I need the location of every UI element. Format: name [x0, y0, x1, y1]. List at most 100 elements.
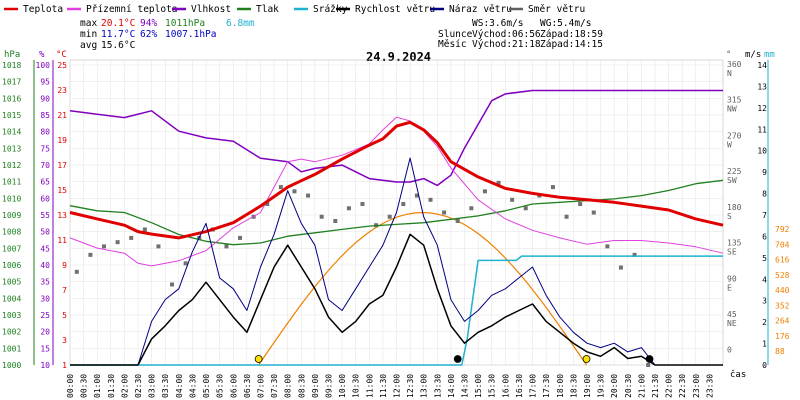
dir-name-tick: NE [727, 319, 737, 328]
stats-sunset: Západ:18:59 [540, 29, 603, 40]
c-tick: 21 [57, 111, 67, 120]
dir-name-tick: E [727, 283, 732, 292]
stats-moonrise: Východ:21:18 [472, 39, 541, 50]
chart-title: 24.9.2024 [366, 50, 431, 64]
c-tick: 17 [57, 161, 67, 170]
dir-deg-tick: 360 [727, 60, 742, 69]
temperature-line [69, 120, 724, 240]
stats-min-press: 1007.1hPa [165, 29, 216, 40]
wind-direction-point [265, 202, 270, 207]
time-tick: 05:00 [202, 374, 211, 398]
wind-direction-point [142, 227, 147, 232]
sunrise-marker [254, 355, 263, 363]
ms-tick: 6 [762, 232, 767, 241]
x-axis-label: čas [730, 369, 746, 380]
radiation-tick: 792 [775, 225, 790, 234]
wind-direction-point [401, 202, 406, 207]
ms-tick: 8 [762, 190, 767, 199]
legend-item: Teplota [23, 4, 63, 15]
hpa-tick: 1000 [2, 361, 21, 370]
time-tick: 04:00 [175, 374, 184, 398]
time-tick: 02:30 [134, 374, 143, 398]
ms-tick: 2 [762, 318, 767, 327]
pct-tick: 95 [40, 78, 50, 87]
pct-tick: 20 [40, 328, 50, 337]
unit-hpa: hPa [4, 50, 20, 60]
moonrise-marker [645, 355, 654, 363]
stats-max-label: max [80, 18, 97, 29]
time-tick: 23:00 [692, 374, 701, 398]
pct-tick: 85 [40, 111, 50, 120]
c-tick: 19 [57, 136, 67, 145]
wind-gust-line [70, 157, 723, 366]
hpa-tick: 1006 [2, 261, 21, 270]
time-tick: 12:30 [406, 374, 415, 398]
dir-deg-tick: 135 [727, 239, 742, 248]
wind-direction-point [605, 244, 610, 249]
pct-tick: 45 [40, 244, 50, 253]
time-tick: 23:30 [705, 374, 714, 398]
wind-direction-point [646, 363, 651, 367]
time-tick: 13:00 [420, 374, 429, 398]
wind-direction-point [102, 244, 107, 249]
radiation-tick: 440 [775, 286, 790, 295]
wind-direction-point [618, 265, 623, 270]
radiation-tick: 704 [775, 240, 790, 249]
time-tick: 18:30 [569, 374, 578, 398]
time-tick: 14:00 [447, 374, 456, 398]
wind-direction-point [183, 261, 188, 266]
ms-tick: 10 [757, 147, 767, 156]
hpa-tick: 1005 [2, 278, 21, 287]
hpa-tick: 1009 [2, 211, 21, 220]
time-tick: 00:30 [80, 374, 89, 398]
wind-direction-point [510, 197, 515, 202]
wind-direction-point [632, 252, 637, 257]
ms-tick: 1 [762, 340, 767, 349]
time-tick: 22:30 [678, 374, 687, 398]
dir-deg-tick: 270 [727, 131, 742, 140]
wind-direction-point [591, 210, 596, 215]
dir-name-tick: NW [727, 105, 737, 114]
wind-direction-point [333, 218, 338, 223]
time-tick: 21:00 [637, 374, 646, 398]
time-tick: 06:00 [229, 374, 238, 398]
pct-tick: 90 [40, 94, 50, 103]
wind-direction-point [428, 197, 433, 202]
hpa-tick: 1004 [2, 294, 21, 303]
time-tick: 18:00 [556, 374, 565, 398]
hpa-tick: 1010 [2, 194, 21, 203]
legend-item: Směr větru [528, 4, 585, 15]
stats-sunrise: Východ:06:56 [472, 29, 541, 40]
radiation-tick: 264 [775, 317, 790, 326]
time-axis: 00:00 00:30 01:00 01:30 02:00 02:30 03:00 03:30… [66, 374, 714, 398]
time-tick: 15:00 [474, 374, 483, 398]
wind-direction-point [88, 252, 93, 257]
time-tick: 14:30 [461, 374, 470, 398]
ms-tick: 11 [757, 125, 767, 134]
ms-tick: 0 [762, 361, 767, 370]
radiation-tick: 88 [775, 347, 785, 356]
hpa-tick: 1018 [2, 61, 21, 70]
c-tick: 15 [57, 186, 67, 195]
stats-block: max 20.1°C 94% 1011hPa 6.8mm min 11.7°C … [80, 18, 603, 51]
hpa-tick: 1011 [2, 178, 21, 187]
pct-tick: 15 [40, 344, 50, 353]
wind-direction-point [156, 244, 161, 249]
time-tick: 03:30 [161, 374, 170, 398]
wind-direction-point [360, 202, 365, 207]
dir-name-tick: W [727, 140, 732, 149]
wind-direction-point [442, 210, 447, 215]
wind-direction-point [319, 214, 324, 219]
sunset-marker [582, 355, 591, 363]
wind-direction-point [346, 206, 351, 211]
pct-tick: 80 [40, 128, 50, 137]
c-tick: 5 [62, 311, 67, 320]
time-tick: 02:00 [120, 374, 129, 398]
dir-deg-tick: 0 [727, 346, 732, 355]
wind-direction-point [414, 193, 419, 198]
wind-speed-line [70, 233, 723, 366]
time-tick: 12:00 [393, 374, 402, 398]
dir-deg-tick: 225 [727, 167, 742, 176]
time-tick: 16:30 [515, 374, 524, 398]
